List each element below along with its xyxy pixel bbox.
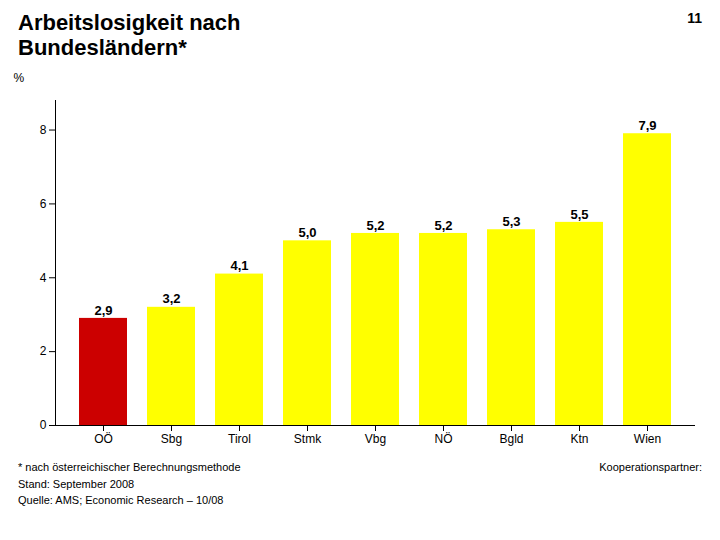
svg-text:5,0: 5,0 <box>298 225 316 240</box>
svg-text:0: 0 <box>40 418 47 432</box>
svg-text:Vbg: Vbg <box>365 432 386 446</box>
svg-text:Wien: Wien <box>634 432 661 446</box>
html-text:Stand: September 2008: Stand: September 2008 <box>18 477 135 490</box>
svg-text:Ktn: Ktn <box>570 432 588 446</box>
svg-text:5,5: 5,5 <box>570 207 588 222</box>
svg-text:NÖ: NÖ <box>435 432 453 446</box>
html-text:Bundesländern*: Bundesländern* <box>18 35 187 61</box>
svg-text:2,9: 2,9 <box>94 303 112 318</box>
svg-text:8: 8 <box>40 123 47 137</box>
svg-text:Sbg: Sbg <box>161 432 182 446</box>
svg-text:Bgld: Bgld <box>499 432 523 446</box>
svg-text:4,1: 4,1 <box>230 258 248 273</box>
html-text:* nach österreichischer Berech: * nach österreichischer Berechnungsmetho… <box>18 461 241 473</box>
svg-text:5,2: 5,2 <box>366 218 384 233</box>
html-text:Arbeitslosigkeit nach: Arbeitslosigkeit nach <box>18 10 241 35</box>
svg-text:OÖ: OÖ <box>94 432 113 446</box>
svg-text:Stmk: Stmk <box>294 432 322 446</box>
svg-text:6: 6 <box>40 197 47 211</box>
svg-text:3,2: 3,2 <box>162 291 180 306</box>
svg-text:7,9: 7,9 <box>638 118 656 133</box>
svg-text:4: 4 <box>40 271 47 285</box>
svg-text:%: % <box>14 71 25 85</box>
html-text:11: 11 <box>687 10 702 26</box>
html-text:Kooperationspartner:: Kooperationspartner: <box>599 461 702 473</box>
svg-text:2: 2 <box>40 344 47 358</box>
svg-text:5,2: 5,2 <box>434 218 452 233</box>
svg-text:5,3: 5,3 <box>502 214 520 229</box>
html-text:Quelle: AMS; Economic Research: Quelle: AMS; Economic Research – 10/08 <box>18 494 224 506</box>
svg-text:Tirol: Tirol <box>228 432 251 446</box>
